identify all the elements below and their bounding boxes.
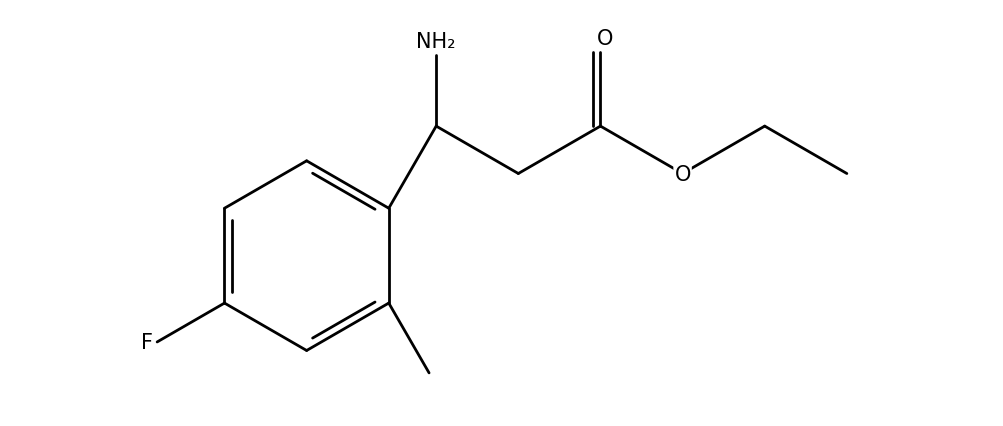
Text: O: O <box>674 164 690 184</box>
Text: O: O <box>596 29 613 49</box>
Text: NH₂: NH₂ <box>416 32 455 52</box>
Text: F: F <box>140 332 152 352</box>
